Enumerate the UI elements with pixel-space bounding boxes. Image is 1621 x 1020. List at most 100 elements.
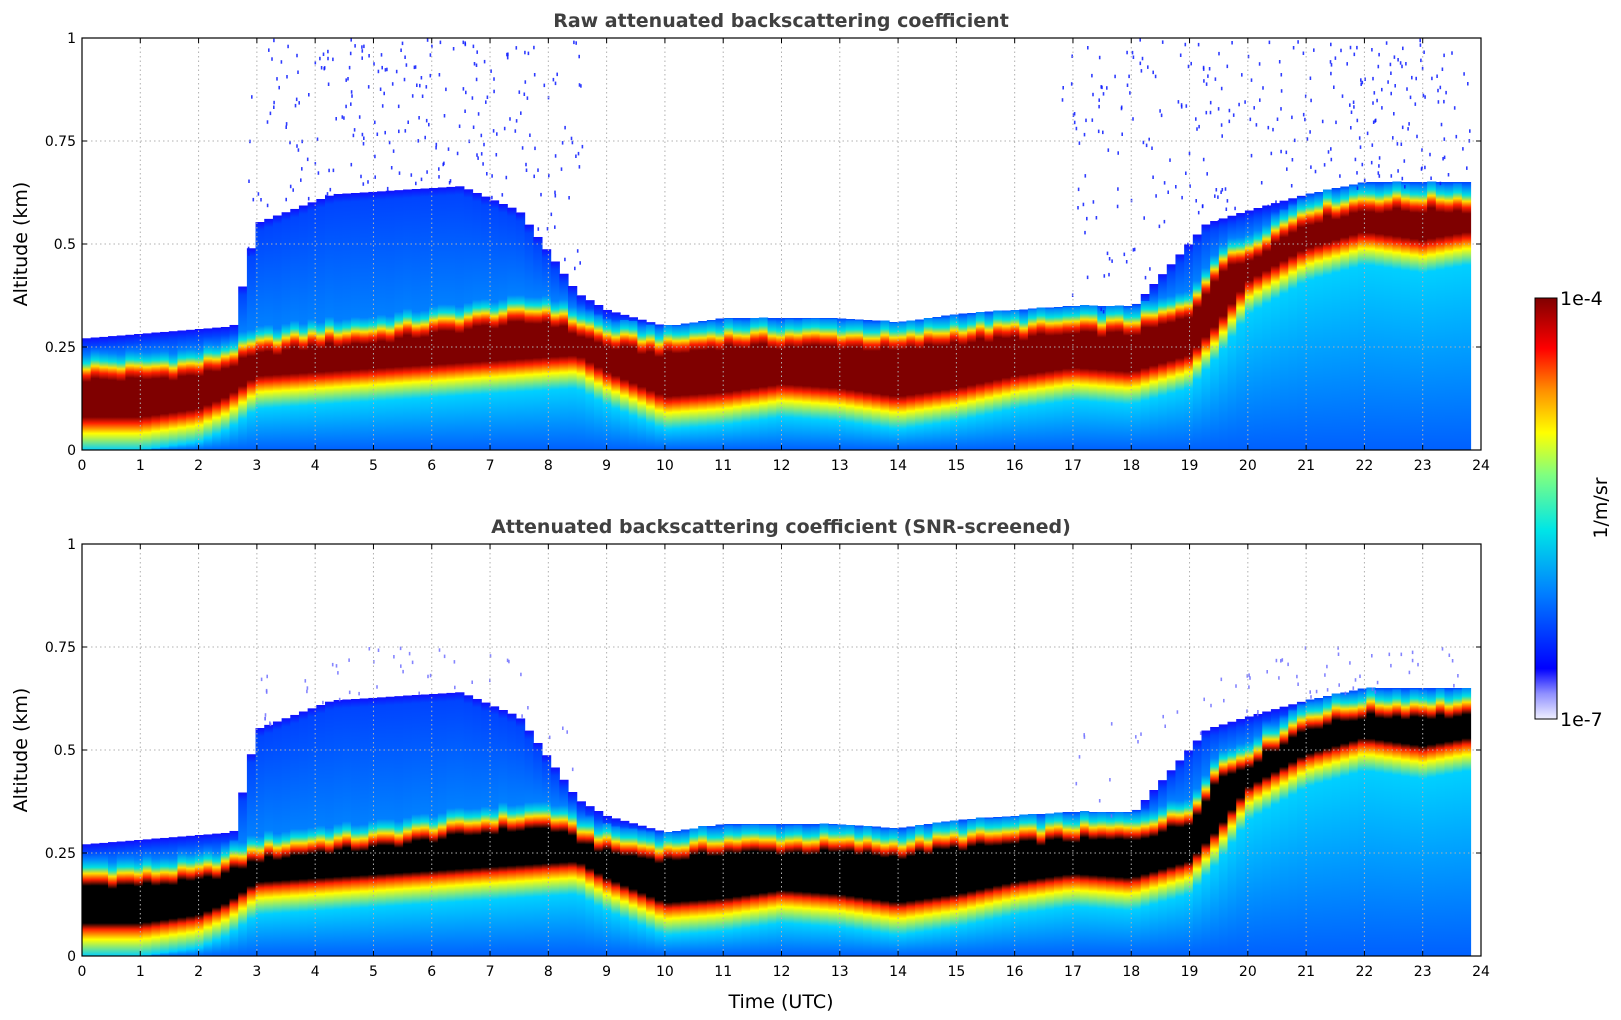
noise-speckle xyxy=(363,44,365,49)
heatmap-column xyxy=(758,38,769,450)
noise-speckle xyxy=(426,38,429,42)
noise-speckle xyxy=(322,52,325,56)
noise-speckle xyxy=(1388,652,1391,657)
noise-speckle xyxy=(1177,100,1180,104)
noise-speckle xyxy=(438,175,440,179)
noise-speckle xyxy=(1224,187,1227,191)
noise-speckle xyxy=(548,173,550,178)
heatmap-column xyxy=(1444,38,1454,450)
panel-screened-grid xyxy=(82,544,1481,956)
heatmap-column xyxy=(1106,38,1116,450)
noise-speckle xyxy=(1420,58,1422,63)
heatmap-column xyxy=(463,38,474,450)
noise-speckle xyxy=(1309,690,1311,694)
noise-speckle xyxy=(1421,166,1423,170)
heatmap-column xyxy=(646,544,656,956)
noise-speckle xyxy=(1202,157,1205,162)
noise-speckle xyxy=(506,658,509,663)
noise-speckle xyxy=(471,680,473,684)
panel-screened-title: Attenuated backscattering coefficient (S… xyxy=(491,516,1071,538)
noise-speckle xyxy=(578,165,581,169)
noise-speckle xyxy=(1075,126,1078,131)
heatmap-column xyxy=(949,38,960,450)
noise-speckle xyxy=(1073,120,1076,125)
noise-speckle xyxy=(257,192,260,196)
heatmap-column xyxy=(498,38,508,450)
noise-speckle xyxy=(1306,137,1309,141)
noise-speckle xyxy=(534,146,536,151)
heatmap-column xyxy=(620,38,630,450)
noise-speckle xyxy=(1389,62,1392,67)
noise-speckle xyxy=(570,136,573,141)
noise-speckle xyxy=(247,246,250,251)
heatmap-column xyxy=(403,544,413,956)
noise-speckle xyxy=(350,102,352,106)
noise-speckle xyxy=(554,190,556,195)
noise-speckle xyxy=(493,77,495,81)
x-tick-label: 21 xyxy=(1297,458,1315,474)
noise-speckle xyxy=(435,146,437,150)
noise-speckle xyxy=(345,78,347,82)
noise-speckle xyxy=(1144,275,1147,280)
heatmap-column xyxy=(1435,544,1446,956)
noise-speckle xyxy=(1091,118,1094,122)
noise-speckle xyxy=(1430,176,1432,180)
x-tick-label: 12 xyxy=(773,458,791,474)
noise-speckle xyxy=(1152,70,1154,75)
noise-speckle xyxy=(443,161,445,166)
heatmap-column xyxy=(594,544,604,956)
heatmap-column xyxy=(628,544,638,956)
heatmap-column xyxy=(281,38,291,450)
noise-speckle xyxy=(1086,216,1088,221)
heatmap-column xyxy=(1453,38,1463,450)
noise-speckle xyxy=(367,85,370,89)
noise-speckle xyxy=(1120,106,1123,111)
heatmap-column xyxy=(1331,38,1341,450)
heatmap-column xyxy=(854,38,864,450)
noise-speckle xyxy=(1195,117,1197,121)
x-tick-label: 16 xyxy=(1006,458,1024,474)
noise-speckle xyxy=(1330,157,1333,162)
heatmap-column xyxy=(368,544,378,956)
noise-speckle xyxy=(1349,661,1351,665)
noise-speckle xyxy=(418,116,420,120)
noise-speckle xyxy=(390,166,393,170)
noise-speckle xyxy=(1350,110,1353,114)
noise-speckle xyxy=(1218,51,1220,56)
x-tick-label: 5 xyxy=(369,964,378,980)
noise-speckle xyxy=(1356,45,1358,50)
heatmap-column xyxy=(238,544,248,956)
noise-speckle xyxy=(1339,174,1341,178)
heatmap-column xyxy=(819,544,829,956)
noise-speckle xyxy=(1097,129,1100,134)
noise-speckle xyxy=(1272,127,1274,132)
noise-speckle xyxy=(304,679,307,683)
heatmap-column xyxy=(1340,38,1350,450)
noise-speckle xyxy=(1443,137,1446,141)
noise-speckle xyxy=(462,87,465,91)
noise-speckle xyxy=(266,674,268,679)
noise-speckle xyxy=(1374,118,1377,123)
heatmap-column xyxy=(1461,544,1472,956)
noise-speckle xyxy=(1346,62,1348,66)
noise-speckle xyxy=(477,156,479,160)
noise-speckle xyxy=(1125,260,1128,264)
noise-speckle xyxy=(438,73,441,77)
heatmap-column xyxy=(1305,544,1315,956)
noise-speckle xyxy=(368,647,371,651)
noise-speckle xyxy=(264,716,266,721)
noise-speckle xyxy=(1214,77,1217,81)
noise-speckle xyxy=(1377,171,1380,175)
noise-speckle xyxy=(452,47,455,51)
noise-speckle xyxy=(573,40,575,45)
heatmap-column xyxy=(1132,38,1142,450)
heatmap-column xyxy=(1192,544,1203,956)
noise-speckle xyxy=(554,81,557,86)
heatmap-column xyxy=(594,38,604,450)
heatmap-column xyxy=(1210,544,1220,956)
noise-speckle xyxy=(1106,86,1108,90)
noise-speckle xyxy=(1087,46,1089,50)
noise-speckle xyxy=(314,162,317,166)
noise-speckle xyxy=(361,49,364,53)
noise-speckle xyxy=(384,130,386,135)
